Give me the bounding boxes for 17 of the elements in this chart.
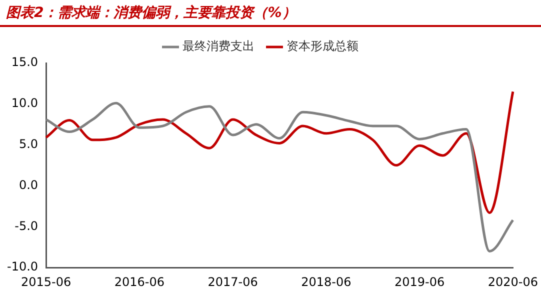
y-tick-label: 5.0	[18, 136, 38, 151]
y-tick-label: -5.0	[14, 218, 38, 233]
line-series	[44, 90, 514, 214]
legend-label: 资本形成总额	[286, 39, 358, 54]
y-tick-label: 0.0	[18, 178, 38, 192]
legend-label: 最终消费支出	[182, 39, 254, 54]
y-tick-label: 10.0	[11, 96, 38, 110]
line-series	[44, 102, 514, 252]
x-tick-label: 2018-06	[301, 274, 352, 289]
x-tick-label: 2019-06	[394, 274, 445, 289]
x-tick-label: 2020-06	[488, 274, 538, 289]
x-tick-label: 2017-06	[208, 274, 258, 289]
y-tick-label: 15.0	[11, 55, 38, 70]
chart-title: 图表2：需求端：消费偏弱，主要靠投资（%）	[0, 0, 541, 27]
y-tick-label: -10.0	[6, 260, 38, 274]
x-tick-label: 2016-06	[114, 274, 164, 289]
x-tick-label: 2015-06	[20, 274, 72, 289]
